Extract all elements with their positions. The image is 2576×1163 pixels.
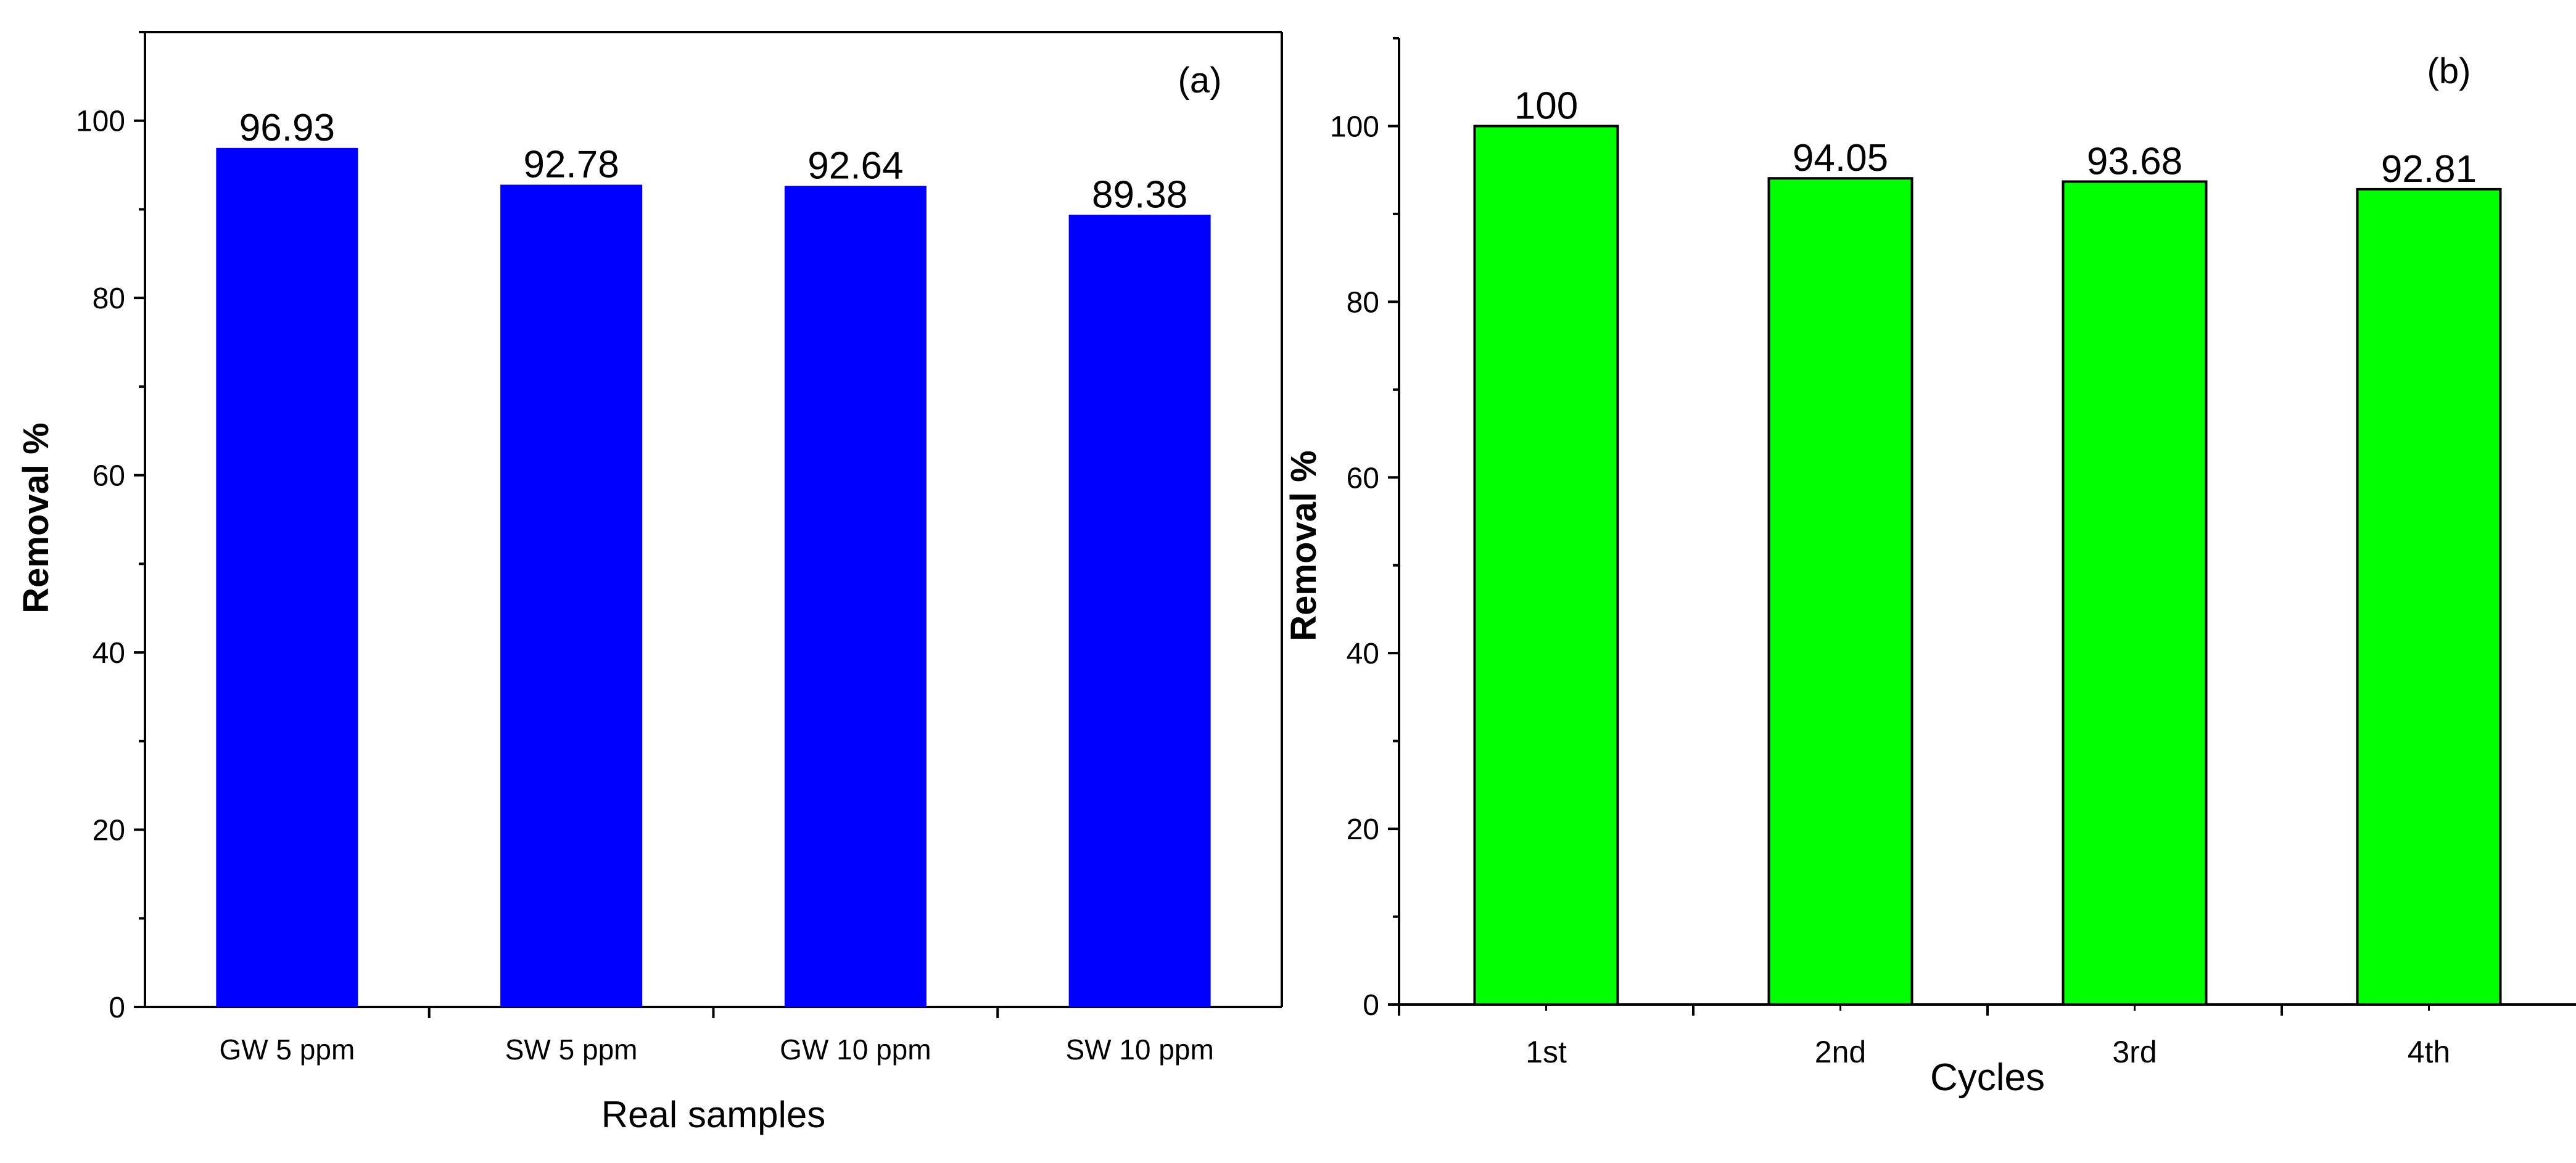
bar: [784, 186, 927, 1008]
y-tick-label: 80: [93, 282, 125, 315]
chart-panel-a: 0 20 40 60 80 100 96.93 GW 5 ppm 92.78 SW 5 ppm 92…: [16, 31, 1283, 1135]
y-axis-title: Removal %: [1284, 450, 1324, 641]
bar: [2062, 180, 2208, 1006]
bar-value-label: 92.64: [807, 145, 903, 187]
bar-value-label: 92.81: [2381, 148, 2477, 191]
y-tick-label: 100: [76, 105, 125, 138]
y-tick-label: 60: [93, 460, 125, 493]
x-tick-label: GW 10 ppm: [780, 1034, 931, 1066]
bar-value-label: 89.38: [1092, 173, 1187, 216]
y-axis-title: Removal %: [16, 422, 56, 613]
x-axis-title: Real samples: [601, 1094, 826, 1135]
y-tick-label: 40: [93, 637, 125, 670]
x-tick-label: 2nd: [1815, 1035, 1866, 1069]
y-tick-label: 20: [93, 815, 125, 847]
y-tick-label: 20: [1347, 813, 1379, 846]
y-tick-label: 40: [1347, 638, 1379, 670]
x-tick-label: 4th: [2408, 1035, 2451, 1069]
bar: [1068, 215, 1211, 1008]
y-tick-label: 60: [1347, 462, 1379, 495]
y-tick-label: 100: [1330, 110, 1379, 143]
bar-value-label: 94.05: [1793, 137, 1888, 179]
y-tick-label: 0: [109, 992, 125, 1024]
bar: [2356, 187, 2502, 1006]
x-tick-label: SW 10 ppm: [1065, 1034, 1213, 1066]
bar: [216, 147, 358, 1007]
bar-value-label: 93.68: [2087, 140, 2182, 183]
x-tick-label: GW 5 ppm: [219, 1034, 355, 1066]
y-tick-label: 0: [1363, 989, 1379, 1022]
bar: [500, 184, 643, 1008]
bar-value-label: 92.78: [524, 143, 619, 186]
panel-label: (a): [1178, 60, 1222, 101]
bar-value-label: 100: [1514, 84, 1578, 127]
bar: [1473, 125, 1619, 1006]
bar-value-label: 96.93: [239, 107, 335, 149]
x-tick-label: 3rd: [2112, 1035, 2157, 1069]
panel-label: (b): [2427, 51, 2471, 91]
chart-panel-b: 0 20 40 60 80 100 100 1st 94.05 2nd 93.68 3rd 92.81 4…: [1284, 37, 2576, 1099]
bar: [1767, 177, 1913, 1006]
x-tick-label: 1st: [1525, 1035, 1567, 1069]
x-tick-label: SW 5 ppm: [505, 1034, 638, 1066]
y-tick-label: 80: [1347, 286, 1379, 319]
x-axis-title: Cycles: [1930, 1056, 2045, 1099]
